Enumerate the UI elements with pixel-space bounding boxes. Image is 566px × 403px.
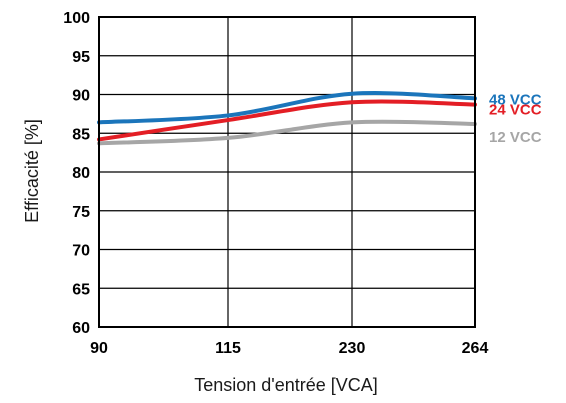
x-tick-label: 115 (215, 340, 241, 357)
grid (99, 17, 475, 327)
series-line-12-vcc (97, 119, 477, 146)
series-line-24-vcc (97, 99, 477, 142)
plot-frame (98, 16, 476, 328)
series-line-48-vcc (97, 91, 477, 125)
x-tick-label: 264 (462, 340, 489, 357)
series-lines (97, 91, 477, 146)
x-tick-label: 230 (339, 340, 366, 357)
series-label-12-vcc: 12 VCC (489, 129, 542, 146)
x-axis-title: Tension d'entrée [VCA] (194, 375, 378, 395)
y-tick-label: 95 (72, 49, 90, 66)
series-label-24-vcc: 24 VCC (489, 102, 542, 119)
y-tick-label: 70 (72, 243, 90, 260)
y-axis-title: Efficacité [%] (22, 119, 42, 223)
series-label-48-vcc: 48 VCC (489, 91, 542, 108)
y-tick-label: 100 (63, 10, 90, 27)
plot-border (98, 16, 476, 328)
y-tick-label: 75 (72, 204, 90, 221)
y-tick-label: 80 (72, 165, 90, 182)
y-tick-label: 60 (72, 320, 90, 337)
y-tick-label: 65 (72, 281, 90, 298)
y-axis-ticks: 60 65 70 75 80 85 90 95 100 (63, 10, 90, 337)
y-tick-label: 85 (72, 126, 90, 143)
y-tick-label: 90 (72, 88, 90, 105)
x-tick-label: 90 (90, 340, 108, 357)
x-axis-ticks: 90 115 230 264 (90, 340, 488, 357)
